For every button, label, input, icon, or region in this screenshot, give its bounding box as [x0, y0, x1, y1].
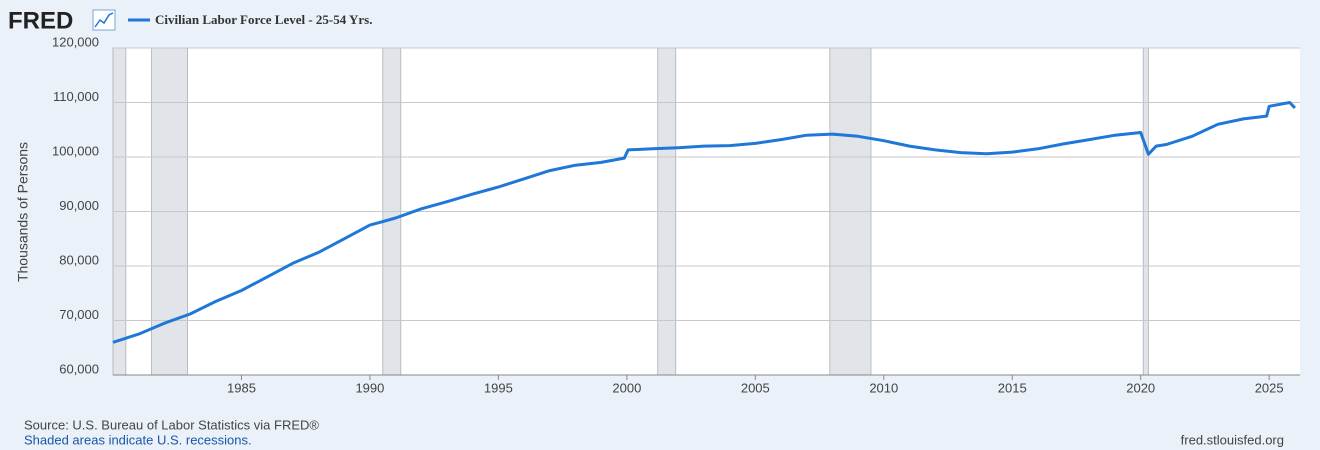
x-tick-label: 2015 [998, 380, 1027, 395]
x-tick-label: 2005 [741, 380, 770, 395]
x-tick-label: 1985 [227, 380, 256, 395]
y-tick-label: 90,000 [59, 198, 99, 213]
url: fred.stlouisfed.org [1181, 432, 1284, 447]
y-tick-label: 60,000 [59, 361, 99, 376]
x-tick-label: 2000 [612, 380, 641, 395]
x-tick-label: 2020 [1126, 380, 1155, 395]
y-tick-label: 70,000 [59, 307, 99, 322]
x-tick-label: 1990 [355, 380, 384, 395]
y-tick-label: 80,000 [59, 252, 99, 267]
series-line [112, 101, 1296, 344]
x-tick-label: 2025 [1255, 380, 1284, 395]
x-tick-label: 1995 [484, 380, 513, 395]
logo: FRED [8, 7, 73, 34]
y-axis-label: Thousands of Persons [15, 142, 31, 282]
x-tick-label: 2010 [869, 380, 898, 395]
y-tick-label: 110,000 [53, 89, 99, 104]
source: Source: U.S. Bureau of Labor Statistics … [24, 417, 319, 432]
y-tick-label: 120,000 [52, 34, 99, 49]
legend-label: Civilian Labor Force Level - 25-54 Yrs. [155, 12, 372, 27]
y-tick-label: 100,000 [52, 143, 99, 158]
note: Shaded areas indicate U.S. recessions. [24, 432, 252, 447]
logo-icon [92, 9, 116, 31]
